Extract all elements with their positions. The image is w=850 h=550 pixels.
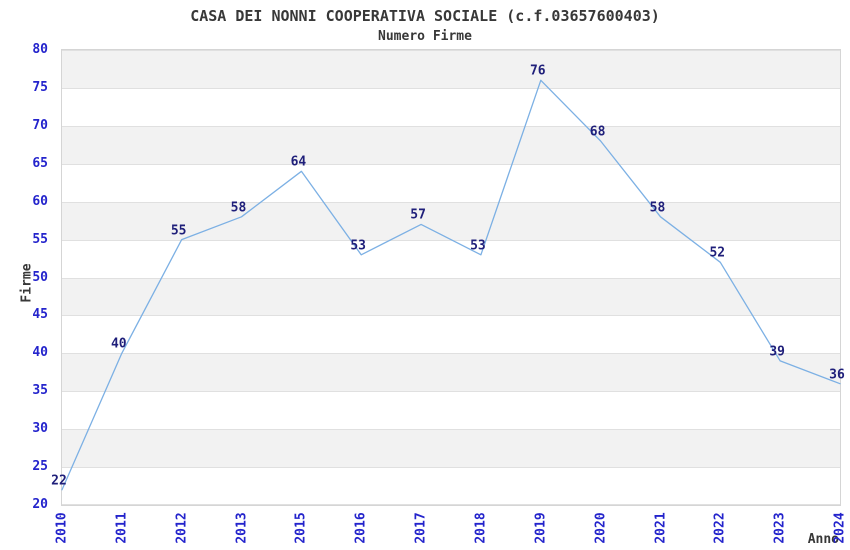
data-label: 39 — [769, 344, 786, 360]
y-tick-label: 55 — [32, 231, 48, 247]
data-label: 53 — [470, 238, 486, 254]
x-tick-label: 2015 — [293, 512, 309, 544]
y-tick-label: 70 — [32, 117, 48, 133]
x-tick-label: 2011 — [114, 512, 130, 544]
plot-band — [62, 50, 840, 88]
gridline — [62, 50, 840, 51]
chart-title: CASA DEI NONNI COOPERATIVA SOCIALE (c.f.… — [190, 7, 660, 25]
x-tick-label: 2021 — [653, 512, 668, 544]
gridline — [62, 504, 840, 505]
y-tick-label: 40 — [32, 345, 48, 361]
gridline — [62, 125, 840, 127]
x-tick-label: 2019 — [533, 512, 549, 544]
data-label: 58 — [230, 200, 247, 216]
x-tick-label: 2016 — [353, 512, 369, 544]
gridline — [62, 353, 840, 355]
x-tick-label: 2020 — [593, 512, 609, 544]
x-tick-label: 2013 — [234, 512, 249, 544]
data-label: 55 — [170, 223, 187, 239]
x-tick-label: 2017 — [413, 512, 429, 544]
gridline — [62, 467, 840, 469]
y-tick-label: 25 — [32, 459, 48, 475]
data-label: 53 — [350, 238, 367, 254]
data-label: 52 — [709, 245, 726, 261]
chart-subtitle: Numero Firme — [378, 29, 472, 44]
data-label: 68 — [589, 124, 606, 140]
data-label: 57 — [410, 207, 426, 223]
y-tick-label: 80 — [32, 42, 48, 57]
gridline — [62, 201, 840, 203]
plot-area — [61, 49, 841, 506]
x-tick-label: 2018 — [473, 512, 489, 544]
y-tick-label: 35 — [32, 383, 48, 399]
x-axis-title: Anno — [807, 532, 839, 547]
plot-band — [62, 353, 840, 392]
series-polyline — [61, 79, 841, 491]
data-label: 64 — [290, 154, 307, 170]
y-tick-label: 65 — [32, 155, 48, 171]
line-series — [61, 79, 841, 491]
y-tick-label: 60 — [32, 193, 48, 209]
gridline — [62, 163, 840, 165]
data-label: 58 — [649, 200, 666, 216]
x-tick-label: 2023 — [772, 512, 788, 544]
gridline — [62, 87, 840, 89]
gridline — [62, 391, 840, 393]
x-tick-label: 2022 — [712, 512, 728, 544]
x-tick-label: 2012 — [174, 512, 190, 544]
plot-band — [62, 429, 840, 468]
y-tick-label: 30 — [32, 421, 48, 437]
y-tick-label: 50 — [32, 269, 48, 285]
plot-band — [62, 201, 840, 240]
gridline — [62, 429, 840, 431]
y-tick-label: 75 — [32, 79, 48, 95]
plot-band — [62, 125, 840, 164]
data-label: 76 — [529, 63, 546, 79]
x-tick-label: 2010 — [54, 512, 70, 544]
y-tick-label: 45 — [32, 307, 48, 323]
data-label: 36 — [829, 367, 845, 383]
gridline — [62, 315, 840, 317]
y-tick-label: 20 — [32, 497, 48, 512]
gridline — [62, 277, 840, 279]
data-label: 22 — [51, 473, 67, 489]
data-label: 40 — [110, 336, 127, 352]
x-tick-label: 2024 — [832, 512, 848, 544]
plot-band — [62, 277, 840, 316]
